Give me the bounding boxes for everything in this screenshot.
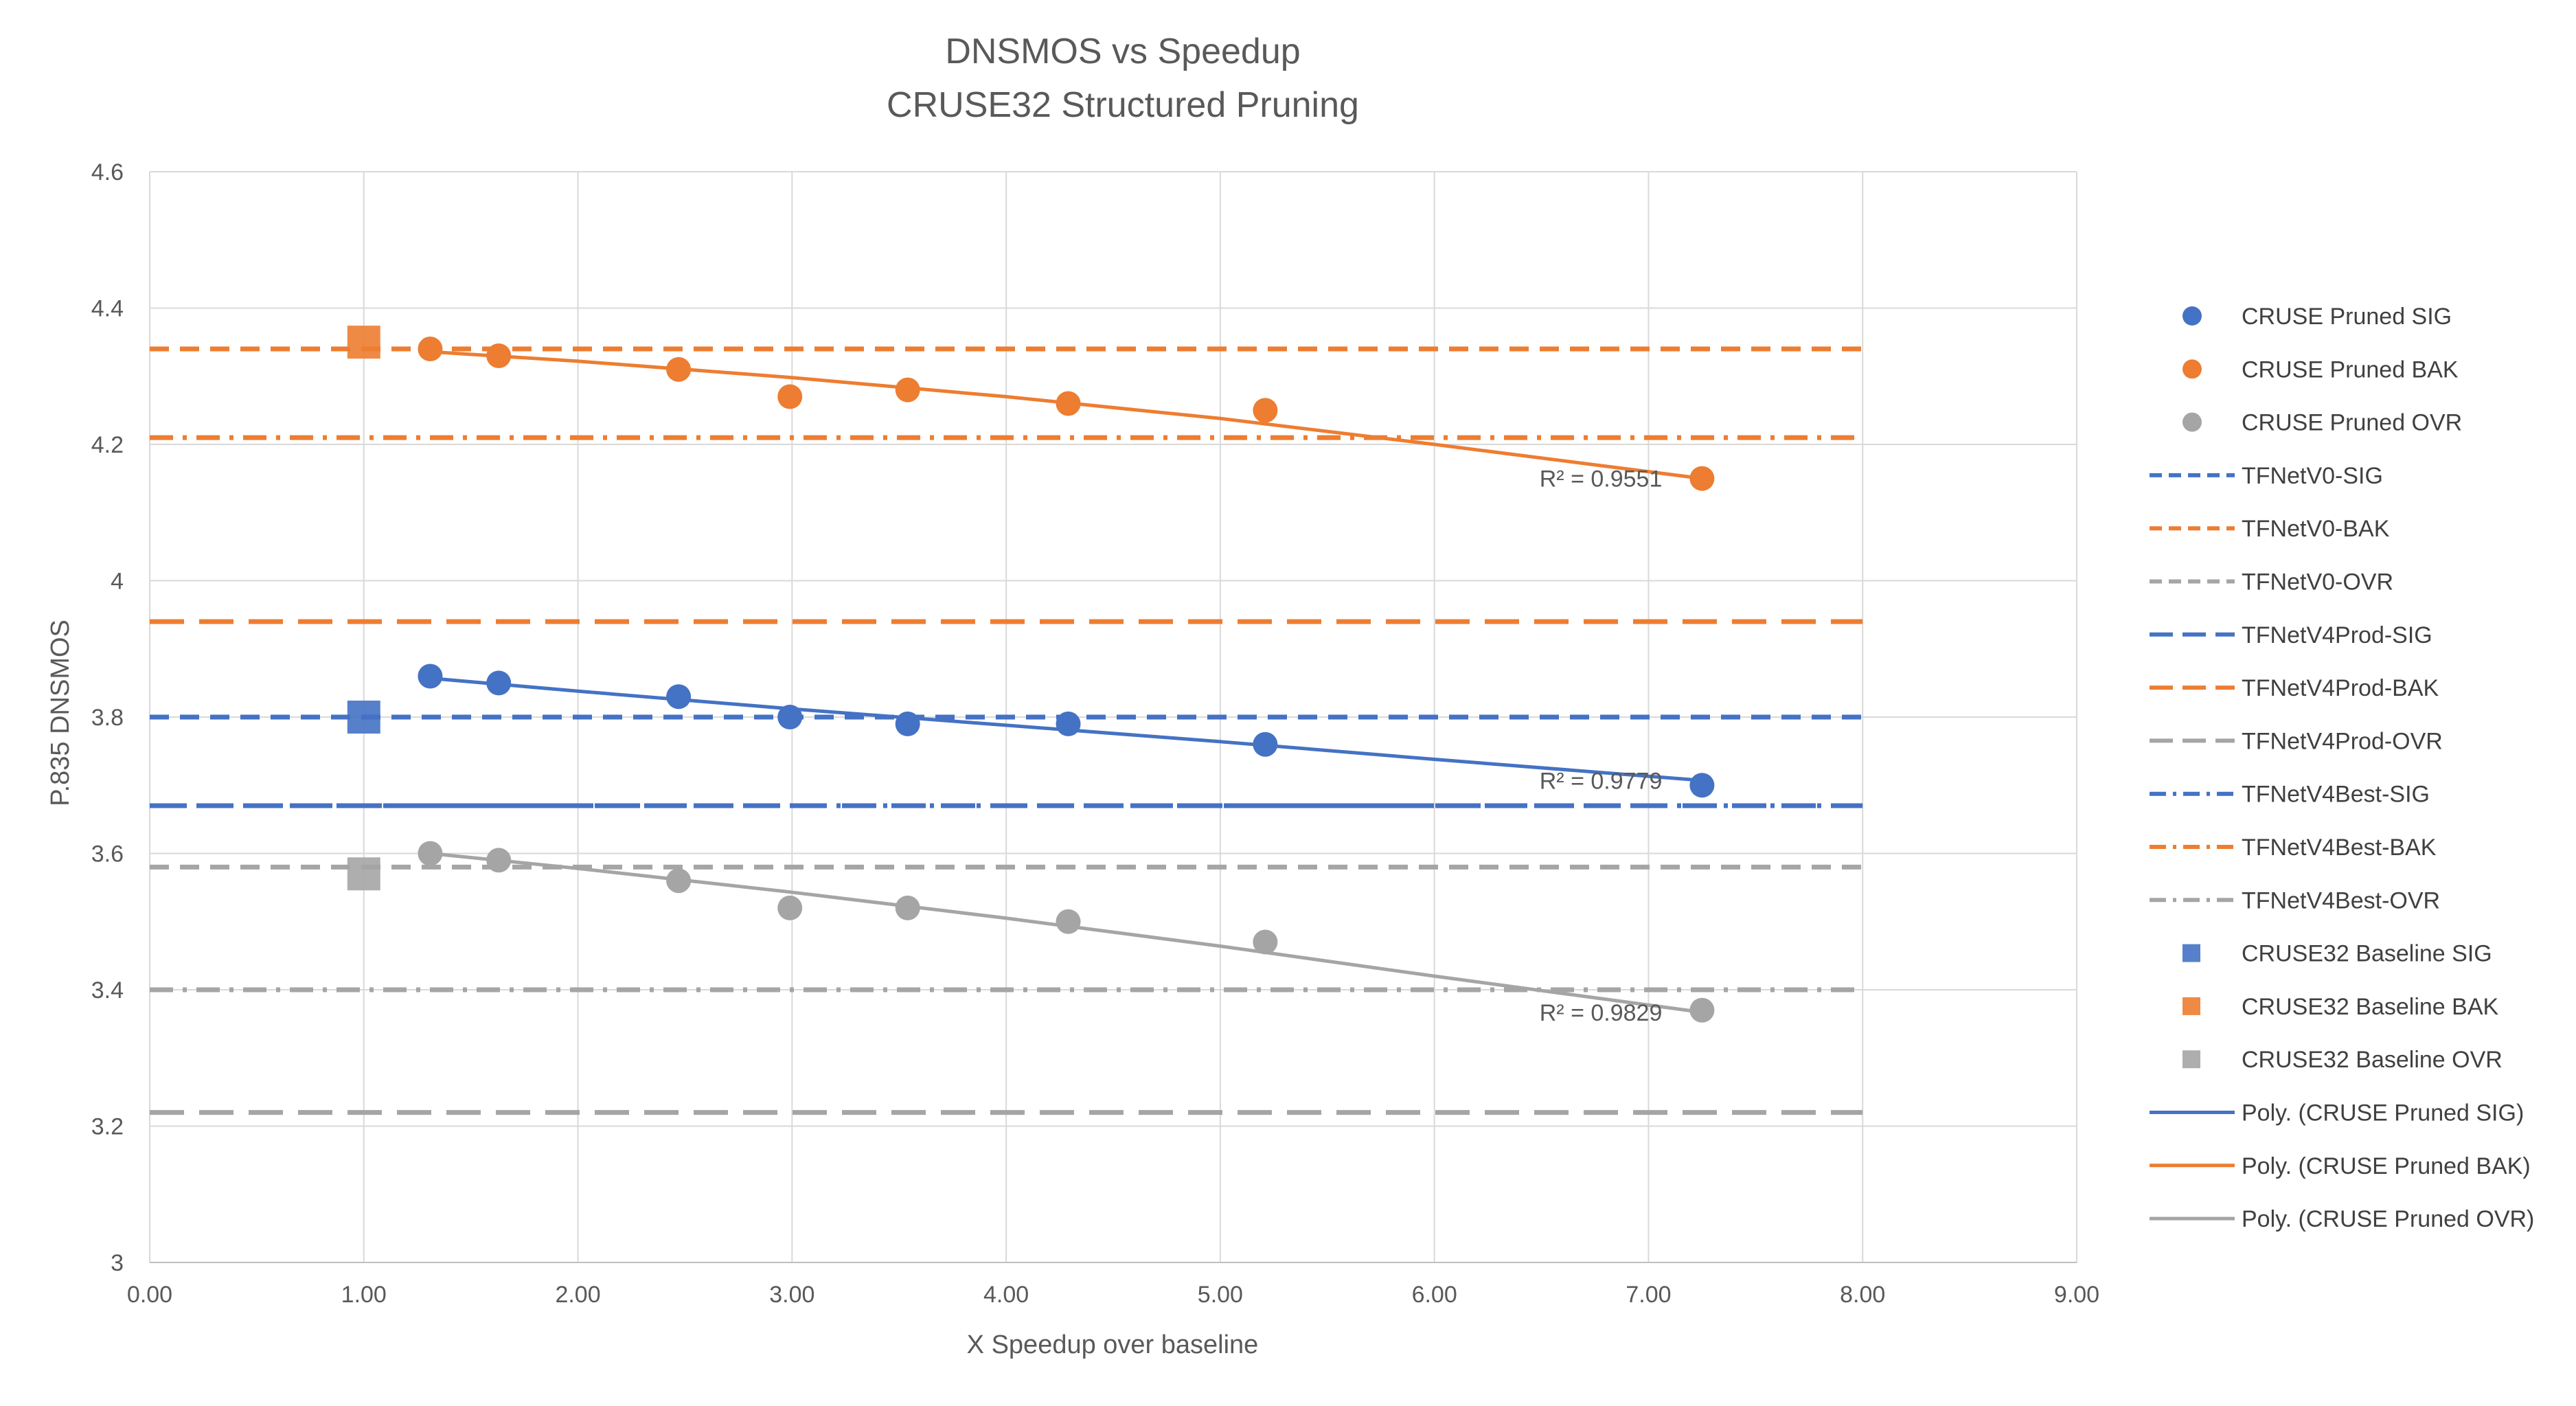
legend-label-cruse32-baseline-sig: CRUSE32 Baseline SIG <box>2242 941 2492 967</box>
legend-label-poly-cruse-pruned-bak: Poly. (CRUSE Pruned BAK) <box>2242 1153 2531 1179</box>
legend-swatch-cruse-pruned-bak <box>2182 359 2202 379</box>
legend-label-tfnetv4best-ovr: TFNetV4Best-OVR <box>2242 887 2440 914</box>
legend-swatch-cruse32-baseline-bak <box>2182 997 2200 1015</box>
legend-label-poly-cruse-pruned-sig: Poly. (CRUSE Pruned SIG) <box>2242 1100 2524 1126</box>
point-cruse-pruned-ovr <box>777 895 803 920</box>
point-cruse-pruned-sig <box>777 705 803 729</box>
legend-label-tfnetv4best-sig: TFNetV4Best-SIG <box>2242 782 2430 808</box>
y-tick-label: 3.4 <box>91 977 124 1004</box>
point-cruse-pruned-bak <box>486 343 512 368</box>
point-cruse-pruned-ovr <box>895 895 920 920</box>
y-tick-labels: 3 3.2 3.4 3.6 3.8 4 4.2 4.4 4.6 <box>91 159 124 1276</box>
point-cruse-pruned-sig <box>486 670 512 696</box>
x-tick-label: 1.00 <box>341 1282 387 1308</box>
trendline-poly-cruse-pruned-sig <box>430 676 1702 782</box>
chart-subtitle: CRUSE32 Structured Pruning <box>887 85 1359 125</box>
legend-label-tfnetv4best-bak: TFNetV4Best-BAK <box>2242 835 2437 861</box>
point-cruse-pruned-ovr <box>486 848 512 873</box>
legend-swatch-cruse32-baseline-sig <box>2182 944 2200 962</box>
legend-swatch-cruse-pruned-ovr <box>2182 412 2202 432</box>
x-tick-label: 6.00 <box>1412 1282 1457 1308</box>
legend-label-cruse-pruned-ovr: CRUSE Pruned OVR <box>2242 410 2462 436</box>
y-tick-label: 4 <box>111 569 124 595</box>
x-tick-label: 3.00 <box>769 1282 814 1308</box>
legend-label-tfnetv4prod-ovr: TFNetV4Prod-OVR <box>2242 728 2443 754</box>
data-markers <box>347 326 1715 1023</box>
x-tick-label: 5.00 <box>1198 1282 1243 1308</box>
y-tick-label: 3.8 <box>91 705 124 731</box>
point-cruse-pruned-sig <box>1056 711 1081 736</box>
r-squared-label: R² = 0.9551 <box>1540 466 1663 492</box>
point-cruse-pruned-ovr <box>418 841 443 866</box>
point-cruse-pruned-bak <box>777 384 803 409</box>
point-cruse-pruned-bak <box>1689 466 1715 491</box>
x-tick-label: 4.00 <box>983 1282 1029 1308</box>
marker-cruse32-baseline-bak <box>347 326 380 359</box>
legend-label-tfnetv4prod-sig: TFNetV4Prod-SIG <box>2242 622 2432 648</box>
point-cruse-pruned-bak <box>666 356 692 382</box>
legend-label-poly-cruse-pruned-ovr: Poly. (CRUSE Pruned OVR) <box>2242 1206 2534 1232</box>
chart-title: DNSMOS vs Speedup <box>945 32 1300 71</box>
trendline-poly-cruse-pruned-bak <box>430 350 1702 481</box>
x-tick-label: 7.00 <box>1626 1282 1671 1308</box>
legend-label-tfnetv0-bak: TFNetV0-BAK <box>2242 516 2390 542</box>
legend-label-tfnetv4prod-bak: TFNetV4Prod-BAK <box>2242 675 2439 701</box>
r-squared-label: R² = 0.9779 <box>1540 768 1663 794</box>
x-tick-label: 2.00 <box>555 1282 600 1308</box>
point-cruse-pruned-sig <box>1689 773 1715 798</box>
point-cruse-pruned-sig <box>895 711 920 736</box>
point-cruse-pruned-bak <box>1056 391 1081 416</box>
marker-cruse32-baseline-sig <box>347 701 380 734</box>
legend-label-cruse-pruned-bak: CRUSE Pruned BAK <box>2242 356 2459 383</box>
x-axis-title: X Speedup over baseline <box>967 1330 1259 1359</box>
trendline-poly-cruse-pruned-ovr <box>430 852 1702 1014</box>
point-cruse-pruned-ovr <box>666 868 692 894</box>
x-tick-labels: 0.00 1.00 2.00 3.00 4.00 5.00 6.00 7.00 8.00 9.00 <box>127 1282 2099 1308</box>
point-cruse-pruned-bak <box>418 337 443 362</box>
x-tick-label: 0.00 <box>127 1282 172 1308</box>
r-squared-labels: R² = 0.9779 R² = 0.9551 R² = 0.9829 <box>1540 466 1663 1026</box>
legend-label-cruse32-baseline-bak: CRUSE32 Baseline BAK <box>2242 994 2499 1020</box>
point-cruse-pruned-bak <box>895 377 920 402</box>
y-tick-label: 4.2 <box>91 432 124 458</box>
y-tick-label: 4.6 <box>91 159 124 185</box>
y-axis-title: P.835 DNSMOS <box>46 620 75 806</box>
point-cruse-pruned-sig <box>1253 732 1278 757</box>
reference-lines <box>150 346 1863 1115</box>
legend-label-tfnetv0-ovr: TFNetV0-OVR <box>2242 569 2393 596</box>
marker-cruse32-baseline-ovr <box>347 857 380 891</box>
x-tick-label: 8.00 <box>1840 1282 1885 1308</box>
legend-label-tfnetv0-sig: TFNetV0-SIG <box>2242 463 2383 489</box>
point-cruse-pruned-sig <box>666 684 692 710</box>
legend-swatch-cruse32-baseline-ovr <box>2182 1050 2200 1069</box>
point-cruse-pruned-ovr <box>1689 997 1715 1023</box>
y-tick-label: 4.4 <box>91 296 124 322</box>
y-tick-label: 3.6 <box>91 841 124 868</box>
trendlines <box>430 350 1702 1014</box>
point-cruse-pruned-bak <box>1253 398 1278 423</box>
point-cruse-pruned-ovr <box>1056 909 1081 934</box>
legend-label-cruse32-baseline-ovr: CRUSE32 Baseline OVR <box>2242 1047 2503 1073</box>
point-cruse-pruned-sig <box>418 664 443 689</box>
legend-label-cruse-pruned-sig: CRUSE Pruned SIG <box>2242 304 2452 330</box>
r-squared-label: R² = 0.9829 <box>1540 1000 1663 1026</box>
legend: CRUSE Pruned SIG CRUSE Pruned BAK CRUSE Pr… <box>2150 304 2534 1232</box>
legend-swatch-cruse-pruned-sig <box>2182 306 2202 326</box>
point-cruse-pruned-ovr <box>1253 929 1278 955</box>
y-tick-label: 3.2 <box>91 1114 124 1140</box>
y-tick-label: 3 <box>111 1250 124 1276</box>
x-tick-label: 9.00 <box>2054 1282 2099 1308</box>
